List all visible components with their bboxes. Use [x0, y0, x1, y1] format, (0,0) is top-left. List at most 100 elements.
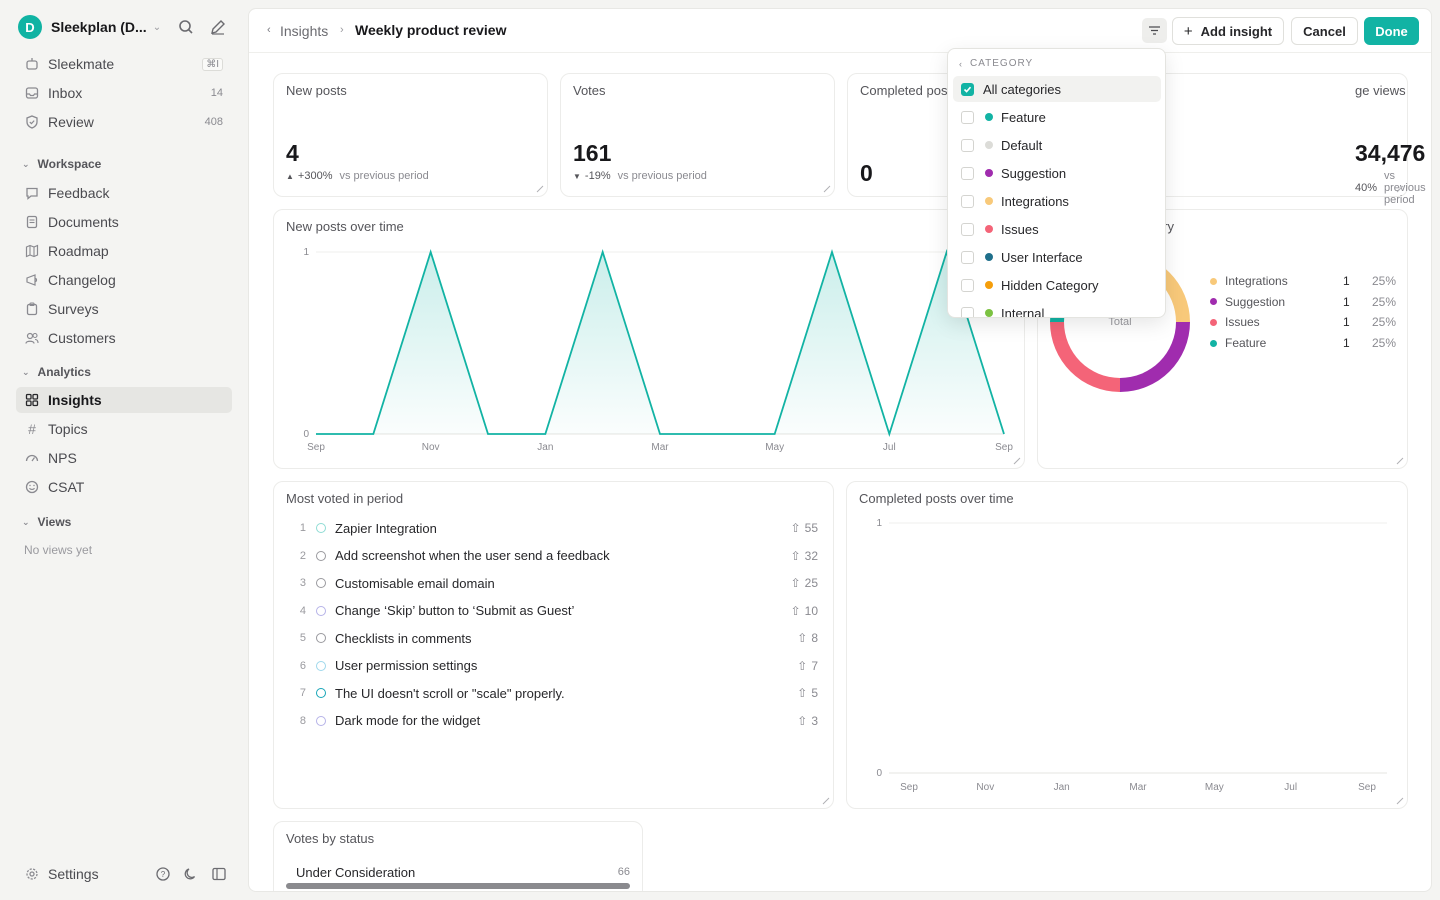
vote-number: 25 — [804, 576, 818, 590]
donut-slice[interactable] — [1120, 322, 1190, 392]
x-tick-label: Nov — [422, 442, 440, 453]
section-views[interactable]: ⌄ Views — [22, 515, 71, 529]
checkbox[interactable] — [961, 222, 974, 236]
category-filter-dropdown: ‹ CATEGORY All categories Feature Default Su… — [947, 48, 1166, 318]
chevron-left-icon[interactable]: ‹ — [267, 24, 271, 36]
list-item[interactable]: 6 User permission settings ⇧ 7 — [286, 656, 818, 676]
dropdown-option[interactable]: Suggestion — [953, 160, 1161, 186]
list-item[interactable]: 2 Add screenshot when the user send a fee… — [286, 546, 818, 566]
most-voted-card[interactable]: Most voted in period 1 Zapier Integration… — [273, 481, 834, 809]
dropdown-option[interactable]: Feature — [953, 104, 1161, 130]
sidebar-item-sleekmate[interactable]: Sleekmate ⌘I — [16, 51, 232, 77]
changelog-icon — [24, 272, 40, 288]
x-tick-label: Mar — [1129, 782, 1147, 793]
breadcrumb-parent[interactable]: Insights — [280, 23, 329, 39]
resize-handle-icon[interactable] — [1396, 185, 1404, 193]
sidebar-item-surveys[interactable]: Surveys — [16, 296, 232, 322]
page-title: Weekly product review — [355, 22, 507, 38]
sidebar-toggle-icon[interactable] — [211, 866, 227, 882]
sidebar-item-label: Surveys — [48, 301, 99, 317]
dropdown-option[interactable]: Default — [953, 132, 1161, 158]
sidebar-item-review[interactable]: Review 408 — [16, 109, 232, 135]
vote-count: ⇧ 5 — [797, 686, 818, 700]
checkbox[interactable] — [961, 250, 974, 264]
filter-button[interactable] — [1142, 18, 1167, 43]
dropdown-option[interactable]: All categories — [953, 76, 1161, 102]
legend-label: Suggestion — [1225, 294, 1286, 309]
section-workspace[interactable]: ⌄ Workspace — [22, 157, 101, 171]
stat-card-votes[interactable]: Votes 161 ▼ -19% vs previous period — [560, 73, 835, 197]
users-icon — [24, 330, 40, 346]
section-analytics[interactable]: ⌄ Analytics — [22, 365, 91, 379]
sidebar-item-roadmap[interactable]: Roadmap — [16, 238, 232, 264]
option-label: Hidden Category — [1001, 277, 1099, 293]
dropdown-header[interactable]: ‹ CATEGORY — [959, 58, 1033, 69]
area-fill — [316, 252, 1004, 434]
search-icon[interactable] — [177, 18, 195, 36]
help-icon[interactable]: ? — [155, 866, 171, 882]
sidebar-item-insights[interactable]: Insights — [16, 387, 232, 413]
checkbox[interactable] — [961, 166, 974, 180]
x-tick-label: May — [765, 442, 784, 453]
stat-card-page-views[interactable]: ge views 34,476 40% vs previous period — [1134, 73, 1426, 206]
sidebar-item-feedback[interactable]: Feedback — [16, 180, 232, 206]
sidebar-item-csat[interactable]: CSAT — [16, 474, 232, 500]
votes-by-status-card[interactable]: Votes by status Under Consideration 66 — [273, 821, 643, 891]
list-item[interactable]: 5 Checklists in comments ⇧ 8 — [286, 628, 818, 648]
option-label: Suggestion — [1001, 165, 1067, 181]
workspace-switcher[interactable]: D Sleekplan (D... ⌄ — [18, 14, 240, 40]
list-item[interactable]: 8 Dark mode for the widget ⇧ 3 — [286, 711, 818, 731]
category-color-dot — [985, 197, 993, 205]
sidebar-item-customers[interactable]: Customers — [16, 325, 232, 351]
resize-handle-icon[interactable] — [1396, 797, 1404, 805]
checkbox[interactable] — [961, 194, 974, 208]
resize-handle-icon[interactable] — [1013, 457, 1021, 465]
list-item[interactable]: 1 Zapier Integration ⇧ 55 — [286, 518, 818, 538]
status-ring-icon — [316, 578, 326, 588]
new-posts-chart-card[interactable]: New posts over time 1 0 Sep Nov Jan Mar May Jul… — [273, 209, 1025, 469]
list-item[interactable]: 7 The UI doesn't scroll or "scale" proper… — [286, 683, 818, 703]
checkbox[interactable] — [961, 110, 974, 124]
list-item[interactable]: 4 Change ‘Skip’ button to ‘Submit as Gues… — [286, 601, 818, 621]
compose-icon[interactable] — [209, 18, 227, 36]
checkbox[interactable] — [961, 82, 974, 96]
moon-icon[interactable] — [183, 866, 199, 882]
sidebar-item-topics[interactable]: # Topics — [16, 416, 232, 442]
legend-entry: Feature 1 25% — [1210, 334, 1396, 352]
cancel-button[interactable]: Cancel — [1291, 17, 1358, 45]
y-tick-label: 1 — [303, 247, 309, 258]
dropdown-option[interactable]: Issues — [953, 216, 1161, 242]
done-button[interactable]: Done — [1364, 17, 1419, 45]
resize-handle-icon[interactable] — [1396, 457, 1404, 465]
dropdown-option[interactable]: Internal — [953, 300, 1161, 317]
delta-note: vs previous period — [1384, 170, 1426, 206]
post-title: The UI doesn't scroll or "scale" properl… — [335, 685, 565, 701]
list-item[interactable]: 3 Customisable email domain ⇧ 25 — [286, 573, 818, 593]
dropdown-option[interactable]: Hidden Category — [953, 272, 1161, 298]
chevron-down-icon: ⌄ — [22, 516, 30, 527]
resize-handle-icon[interactable] — [822, 797, 830, 805]
sidebar-item-inbox[interactable]: Inbox 14 — [16, 80, 232, 106]
sidebar-item-settings[interactable]: Settings — [16, 861, 232, 887]
checkbox[interactable] — [961, 278, 974, 292]
sidebar-item-nps[interactable]: NPS — [16, 445, 232, 471]
checkbox[interactable] — [961, 138, 974, 152]
dropdown-option[interactable]: Integrations — [953, 188, 1161, 214]
status-ring-icon — [316, 715, 326, 726]
sidebar-item-changelog[interactable]: Changelog — [16, 267, 232, 293]
donut-slice[interactable] — [1050, 322, 1120, 392]
resize-handle-icon[interactable] — [536, 185, 544, 193]
resize-handle-icon[interactable] — [823, 185, 831, 193]
sidebar-item-documents[interactable]: Documents — [16, 209, 232, 235]
main-panel: ‹ Insights › Weekly product review + Add … — [248, 8, 1432, 892]
stat-value: 34,476 — [1355, 140, 1426, 166]
checkbox[interactable] — [961, 306, 974, 317]
completed-posts-chart-card[interactable]: Completed posts over time 1 0 Sep Nov Jan Mar… — [846, 481, 1408, 809]
option-label: All categories — [983, 81, 1062, 97]
legend-entry: Integrations 1 25% — [1210, 272, 1396, 290]
legend-color-dot — [1210, 339, 1217, 347]
stat-card-new-posts[interactable]: New posts 4 ▲ +300% vs previous period — [273, 73, 548, 197]
dropdown-option[interactable]: User Interface — [953, 244, 1161, 270]
add-insight-button[interactable]: + Add insight — [1172, 17, 1284, 45]
vote-number: 32 — [804, 548, 818, 563]
